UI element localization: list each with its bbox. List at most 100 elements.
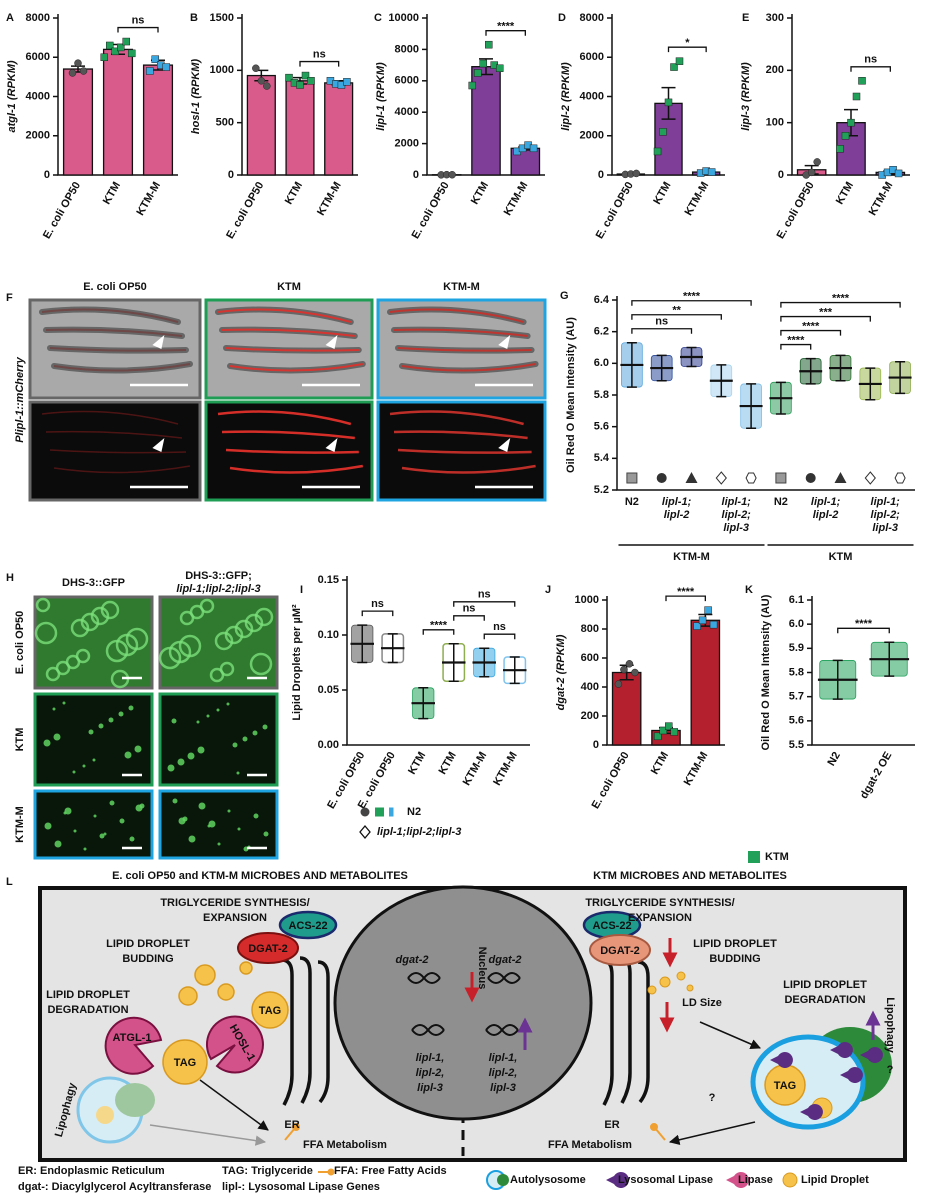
y-tick-label: 0.15: [318, 574, 339, 586]
group-marker: [775, 472, 787, 484]
x-tick-label: KTM-M: [491, 750, 520, 788]
lipid-droplet-signal: [99, 833, 105, 839]
lipid-droplet-signal: [119, 818, 125, 824]
lipid-droplet-signal: [219, 661, 235, 677]
y-axis-label: lipl-3 (RPKM): [740, 62, 752, 131]
diagram: [38, 885, 907, 1190]
gfp-image: [158, 692, 279, 787]
data-point: [479, 59, 487, 68]
significance-label: ****: [683, 291, 701, 303]
significance-bracket: [453, 615, 485, 621]
tag-label: TAG: [259, 1005, 281, 1017]
diagram-title: E. coli OP50 and KTM-M MICROBES AND META…: [112, 870, 408, 882]
y-tick-label: 2000: [395, 138, 419, 150]
lipid-droplet-signal: [83, 847, 87, 851]
lipid-droplet-signal: [187, 752, 195, 760]
significance-label: ns: [478, 589, 491, 601]
legend-label: KTM: [765, 851, 789, 863]
lipid-droplet-signal: [224, 625, 244, 645]
data-point: [698, 616, 707, 625]
lipid-droplet-signal: [253, 813, 259, 819]
sd-bar: [686, 346, 697, 368]
icon-lipid-droplet: [782, 1172, 798, 1188]
gene-label: lipl-3: [417, 1082, 443, 1094]
group-marker: [864, 471, 876, 485]
worm-fluorescence: [401, 464, 536, 474]
footer-label: Lipid Droplet: [801, 1174, 869, 1186]
condition-label: KTM: [829, 551, 853, 563]
significance-bracket: [665, 595, 706, 602]
panel-letter: G: [560, 290, 569, 302]
arrowhead: [152, 335, 165, 349]
footer-label: dgat-: Diacylglycerol Acyltransferase: [18, 1181, 211, 1193]
arrow: [699, 1021, 761, 1050]
protein-label: DGAT-2: [248, 943, 288, 955]
lipid-droplet-signal: [35, 597, 51, 613]
significance-bracket: [667, 46, 707, 53]
y-tick-label: 5.6: [789, 715, 804, 727]
process-label: TRIGLYCERIDE SYNTHESIS/: [585, 897, 734, 909]
process-label: BUDDING: [709, 953, 760, 965]
worm-fluorescence: [397, 448, 532, 454]
column-title: E. coli OP50: [83, 281, 147, 293]
bar: [285, 80, 315, 176]
lipid-droplet-signal: [227, 809, 231, 813]
y-tick-label: 6.1: [789, 594, 804, 606]
lipid-droplet-signal: [90, 606, 110, 626]
data-point: [614, 680, 623, 688]
worm-signal: [229, 363, 363, 372]
worm-fluorescence: [393, 430, 528, 440]
data-point: [128, 49, 136, 58]
worm-fluorescence: [41, 410, 179, 425]
column-title: lipl-1;lipl-2;lipl-3: [176, 583, 260, 595]
significance-bracket: [780, 343, 812, 350]
dna: [485, 1024, 519, 1036]
sd-bar: [746, 383, 757, 429]
gene-label: lipl-2,: [489, 1067, 518, 1079]
data-point: [117, 43, 125, 52]
genotype-label: lipl-2;: [722, 509, 752, 521]
lipid-droplet-signal: [54, 840, 62, 848]
diagram-title: KTM MICROBES AND METABOLITES: [593, 870, 787, 882]
significance-label: ns: [371, 598, 384, 610]
data-point: [847, 118, 855, 127]
data-point: [664, 98, 673, 107]
legend-label: lipl-1;lipl-2;lipl-3: [377, 826, 461, 838]
group-marker: [805, 473, 816, 483]
data-point: [496, 64, 504, 72]
lipid-droplet-signal: [75, 648, 91, 664]
panel-letter: I: [300, 584, 303, 596]
group-marker: [745, 472, 757, 484]
significance-label: ns: [313, 48, 326, 60]
x-tick-label: KTM: [283, 180, 305, 207]
lipid-droplet-signal: [93, 814, 97, 818]
lipid-droplet-signal: [214, 631, 234, 651]
question-mark: ?: [887, 1064, 894, 1076]
y-tick-label: 5.9: [789, 642, 804, 654]
lipid-droplet-signal: [134, 745, 142, 753]
x-tick-label: KTM: [101, 180, 123, 207]
panel-letter: H: [6, 572, 14, 584]
y-tick-label: 5.4: [594, 452, 610, 464]
genotype-label: lipl-1;: [811, 496, 841, 508]
data-point: [836, 145, 844, 153]
data-point: [263, 82, 271, 90]
sd-bar: [895, 361, 906, 395]
y-tick-label: 8000: [580, 12, 604, 24]
sd-bar: [479, 647, 490, 678]
worm: [43, 326, 185, 339]
panel-letter: E: [742, 12, 749, 24]
y-tick-label: 200: [766, 64, 784, 76]
legend-swatch: [375, 807, 384, 817]
sd-bar: [832, 659, 843, 700]
x-tick-label: KTM: [649, 750, 671, 777]
er-left: [281, 956, 330, 1106]
arrowhead: [498, 438, 511, 452]
y-tick-label: 8000: [26, 12, 50, 24]
bar: [324, 82, 354, 176]
significance-bracket: [780, 315, 871, 322]
genotype-label: lipl-1;: [871, 496, 901, 508]
worm-signal: [45, 328, 183, 337]
icon-autolysosome-green: [497, 1174, 509, 1186]
data-point: [307, 77, 315, 85]
